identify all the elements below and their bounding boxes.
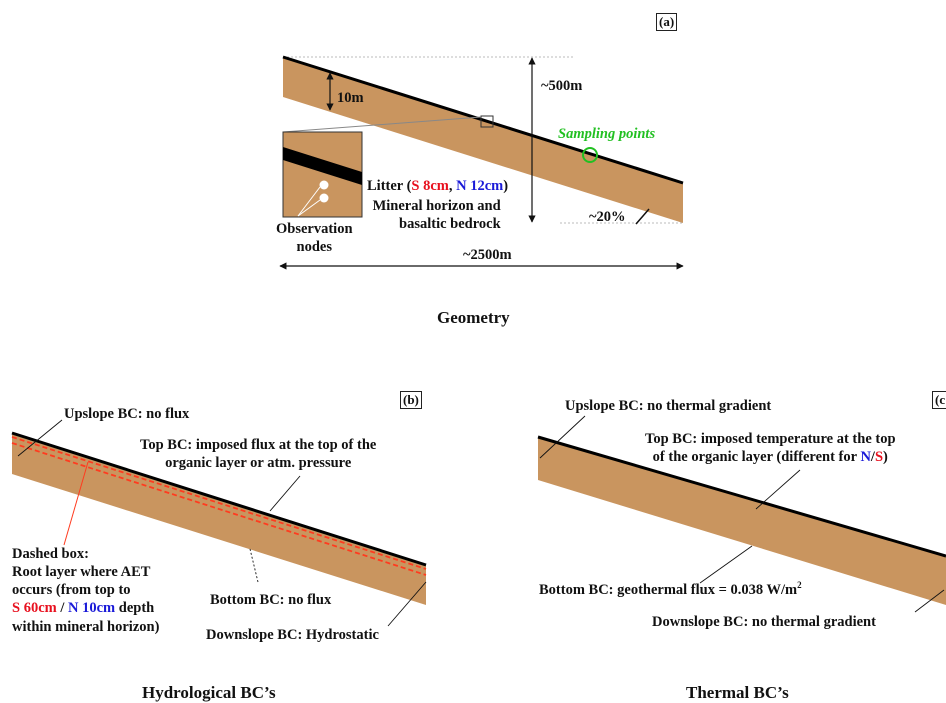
hydro-top-bc-label: Top BC: imposed flux at the top of the or… xyxy=(140,437,377,472)
soil-slab-geometry xyxy=(283,57,683,223)
observation-node-2 xyxy=(319,193,329,203)
sampling-points-label: Sampling points xyxy=(558,126,656,142)
hydro-upslope-bc-label: Upslope BC: no flux xyxy=(64,406,190,422)
observation-nodes-label: Observation nodes xyxy=(276,221,353,256)
litter-layer-top xyxy=(282,55,684,185)
hydrological-panel xyxy=(11,419,427,627)
litter-south-depth: S 8cm xyxy=(411,178,449,194)
slope-angle-arc xyxy=(635,208,650,225)
hydro-top-edge xyxy=(11,431,427,567)
thermal-caption: Thermal BC’s xyxy=(686,683,789,702)
litter-label: Litter (S 8cm, N 12cm) xyxy=(367,178,509,194)
root-north-depth: N 10cm xyxy=(68,600,116,617)
zoom-source-box xyxy=(480,115,494,128)
thermal-upslope-bc-label: Upslope BC: no thermal gradient xyxy=(565,398,772,414)
depth-10m-label: 10m xyxy=(337,90,364,106)
panel-b-tag: (b) xyxy=(400,391,422,409)
thermal-bottom-pointer xyxy=(699,545,753,584)
hydro-bottom-bc-label: Bottom BC: no flux xyxy=(210,592,332,608)
observation-pointer-1 xyxy=(297,186,321,217)
mineral-horizon-label: Mineral horizon and basaltic bedrock xyxy=(372,198,501,233)
height-500m-label: ~500m xyxy=(541,78,583,94)
hydro-downslope-bc-label: Downslope BC: Hydrostatic xyxy=(206,627,379,643)
thermal-downslope-pointer xyxy=(914,589,945,613)
sampling-point-circle xyxy=(582,147,598,163)
observation-node-1 xyxy=(319,180,329,190)
dashed-box-label: Dashed box: Root layer where AET occurs (f… xyxy=(12,546,160,635)
zoom-inset-litter xyxy=(283,147,362,185)
top-bc-pointer xyxy=(269,475,301,512)
litter-north-depth: N 12cm xyxy=(456,178,504,194)
root-zone-dash-bottom xyxy=(11,442,427,576)
soil-slab-thermal xyxy=(538,437,946,605)
thermal-north-marker: N xyxy=(860,449,871,466)
upslope-pointer xyxy=(17,419,63,457)
length-2500m-label: ~2500m xyxy=(463,247,512,263)
zoom-connector-line xyxy=(282,116,482,133)
slope-20pct-label: ~20% xyxy=(589,209,626,225)
panel-c-tag: (c xyxy=(932,391,946,409)
observation-pointer-2 xyxy=(297,199,321,217)
geometry-panel xyxy=(279,55,684,270)
thermal-downslope-bc-label: Downslope BC: no thermal gradient xyxy=(652,614,876,630)
geometry-caption: Geometry xyxy=(437,308,510,327)
panel-a-tag: (a) xyxy=(656,13,678,31)
root-south-depth: S 60cm xyxy=(12,600,57,617)
thermal-top-pointer xyxy=(755,469,801,510)
downslope-pointer xyxy=(387,581,427,627)
bottom-bc-pointer xyxy=(249,548,259,583)
thermal-south-marker: S xyxy=(874,449,884,466)
thermal-upslope-pointer xyxy=(539,415,586,459)
thermal-bottom-bc-label: Bottom BC: geothermal flux = 0.038 W/m2 xyxy=(539,580,802,598)
thermal-top-bc-label: Top BC: imposed temperature at the top of… xyxy=(645,431,896,466)
thermal-panel xyxy=(537,415,946,613)
root-zone-dash-top xyxy=(11,436,427,570)
dashed-box-pointer xyxy=(63,461,89,546)
thermal-top-edge xyxy=(537,435,946,558)
hydrological-caption: Hydrological BC’s xyxy=(142,683,276,702)
